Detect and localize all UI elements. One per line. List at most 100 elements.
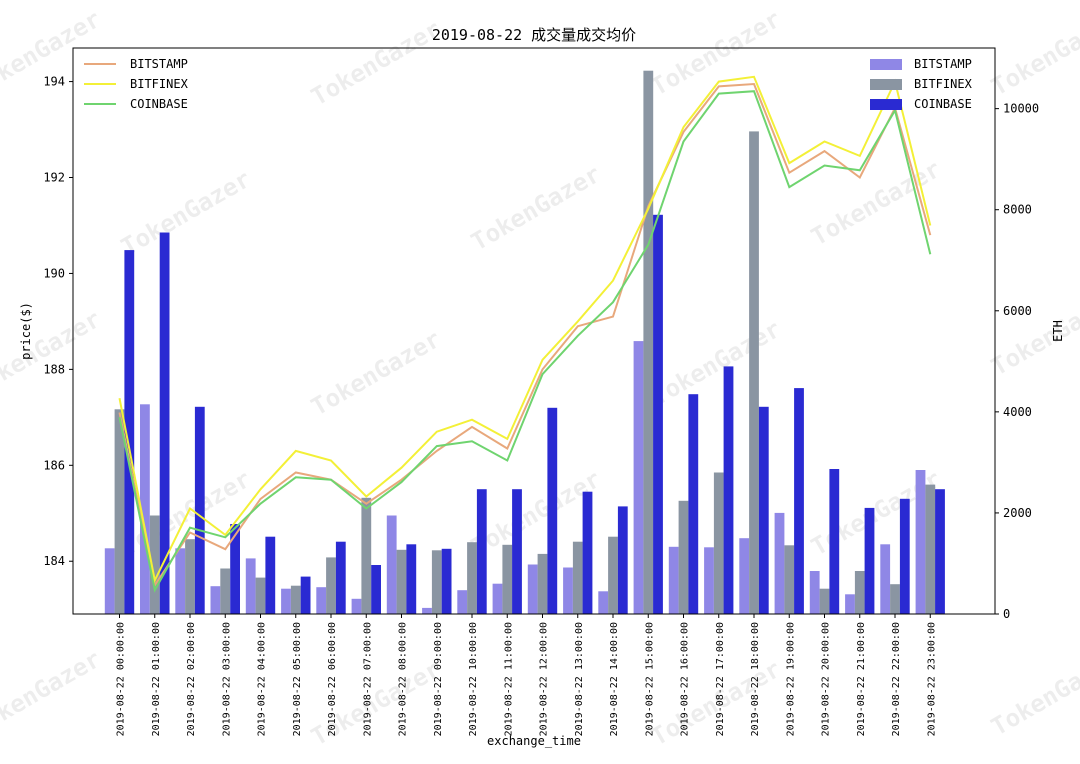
bar-bitfinex-1 — [149, 515, 160, 614]
bar-coinbase-23 — [935, 489, 945, 614]
legend-label: BITSTAMP — [914, 57, 972, 71]
bar-coinbase-9 — [441, 548, 452, 614]
x-tick-label: 2019-08-22 04:00:00 — [257, 622, 268, 736]
x-tick-label: 2019-08-22 15:00:00 — [644, 622, 655, 736]
bar-bitstamp-2 — [175, 548, 186, 614]
x-tick-label: 2019-08-22 20:00:00 — [821, 622, 832, 736]
bar-coinbase-20 — [829, 469, 840, 614]
left-y-tick-label: 188 — [43, 362, 65, 376]
bar-coinbase-0 — [124, 250, 135, 614]
left-y-axis: 184 186 188 190 192 194 — [43, 75, 73, 568]
x-tick-label: 2019-08-22 17:00:00 — [715, 622, 726, 736]
bar-bitstamp-8 — [386, 515, 397, 614]
right-y-tick-label: 10000 — [1003, 102, 1039, 116]
bar-bitfinex-4 — [255, 577, 266, 614]
left-y-tick-label: 186 — [43, 458, 65, 472]
x-tick-label: 2019-08-22 02:00:00 — [186, 622, 197, 736]
legend-label: BITSTAMP — [130, 57, 188, 71]
bar-coinbase-8 — [406, 544, 417, 614]
bar-coinbase-18 — [758, 406, 769, 614]
x-tick-label: 2019-08-22 14:00:00 — [609, 622, 620, 736]
bar-bitstamp-14 — [598, 591, 609, 614]
bar-coinbase-2 — [194, 406, 205, 614]
x-tick-label: 2019-08-22 16:00:00 — [680, 622, 691, 736]
right-y-tick-label: 6000 — [1003, 304, 1032, 318]
bar-bitfinex-18 — [749, 131, 759, 614]
right-y-tick-label: 2000 — [1003, 506, 1032, 520]
x-tick-label: 2019-08-22 12:00:00 — [539, 622, 550, 736]
bar-bitfinex-12 — [537, 553, 548, 614]
plot-frame — [72, 47, 996, 615]
x-tick-label: 2019-08-22 18:00:00 — [750, 622, 761, 736]
chart-title: 2019-08-22 成交量成交均价 — [432, 26, 636, 44]
x-tick-label: 2019-08-22 22:00:00 — [891, 622, 902, 736]
price-legend: BITSTAMP BITFINEX COINBASE — [84, 57, 189, 111]
left-y-tick-label: 184 — [43, 554, 65, 568]
left-y-axis-label: price($) — [19, 302, 33, 360]
bar-coinbase-1 — [159, 232, 170, 614]
legend-label: COINBASE — [914, 97, 972, 111]
bar-coinbase-5 — [300, 576, 311, 614]
x-tick-label: 2019-08-22 23:00:00 — [926, 622, 937, 736]
bar-bitstamp-10 — [457, 590, 468, 614]
bar-coinbase-6 — [335, 541, 346, 614]
bar-bitstamp-7 — [351, 598, 362, 614]
bar-bitstamp-4 — [245, 558, 256, 614]
bar-coinbase-21 — [864, 507, 875, 614]
bar-bitstamp-3 — [210, 586, 221, 614]
price-lines — [118, 75, 932, 593]
bar-bitfinex-11 — [502, 544, 513, 614]
x-tick-label: 2019-08-22 07:00:00 — [362, 622, 373, 736]
bar-bitfinex-17 — [713, 472, 724, 614]
bar-bitfinex-22 — [890, 584, 900, 614]
watermark: TokenGazer — [646, 315, 785, 411]
bar-bitstamp-5 — [281, 588, 291, 614]
bar-bitfinex-5 — [290, 585, 301, 614]
left-y-tick-label: 190 — [43, 266, 65, 280]
bar-bitfinex-0 — [114, 409, 125, 614]
bar-coinbase-11 — [512, 489, 522, 614]
bar-bitstamp-12 — [527, 564, 538, 614]
right-y-axis-label: ETH — [1051, 320, 1065, 342]
x-tick-label: 2019-08-22 08:00:00 — [398, 622, 409, 736]
bar-bitstamp-16 — [668, 546, 679, 614]
bar-bitstamp-17 — [704, 547, 714, 614]
legend-label: BITFINEX — [914, 77, 973, 91]
volume-bars — [104, 70, 945, 615]
watermark: TokenGazer — [986, 645, 1080, 741]
bar-bitstamp-21 — [845, 594, 855, 614]
bar-bitfinex-9 — [431, 550, 442, 614]
bar-coinbase-19 — [794, 388, 804, 614]
bar-bitfinex-8 — [396, 549, 407, 614]
bar-bitstamp-13 — [563, 567, 573, 614]
right-y-tick-label: 4000 — [1003, 405, 1032, 419]
bar-coinbase-3 — [230, 524, 240, 614]
bar-bitstamp-19 — [774, 512, 785, 614]
bar-coinbase-10 — [476, 489, 487, 614]
x-tick-label: 2019-08-22 05:00:00 — [292, 622, 303, 736]
bar-bitstamp-9 — [422, 607, 432, 614]
x-tick-label: 2019-08-22 09:00:00 — [433, 622, 444, 736]
x-tick-label: 2019-08-22 01:00:00 — [151, 622, 162, 736]
watermark: TokenGazer — [466, 160, 605, 256]
watermark: TokenGazer — [116, 165, 255, 261]
bar-bitfinex-19 — [784, 545, 795, 614]
bar-bitfinex-2 — [185, 539, 195, 614]
bar-bitfinex-7 — [361, 497, 372, 614]
x-tick-label: 2019-08-22 00:00:00 — [116, 622, 127, 736]
bar-bitstamp-15 — [633, 341, 644, 614]
bar-bitfinex-14 — [608, 536, 618, 614]
x-axis-label: exchange_time — [487, 734, 581, 748]
x-tick-label: 2019-08-22 10:00:00 — [468, 622, 479, 736]
watermark: TokenGazer — [646, 5, 785, 101]
bar-bitfinex-23 — [925, 484, 936, 614]
x-axis: 2019-08-22 00:00:00 2019-08-22 01:00:00 20… — [116, 614, 937, 736]
bar-bitstamp-1 — [140, 404, 150, 614]
bar-bitstamp-22 — [880, 544, 891, 614]
bar-bitfinex-10 — [467, 542, 477, 614]
legend-label: COINBASE — [130, 97, 188, 111]
right-y-tick-label: 0 — [1003, 607, 1010, 621]
line-bitstamp — [118, 82, 932, 588]
right-y-axis: 0 2000 4000 6000 8000 10000 — [995, 102, 1039, 621]
bar-bitfinex-3 — [220, 568, 231, 614]
